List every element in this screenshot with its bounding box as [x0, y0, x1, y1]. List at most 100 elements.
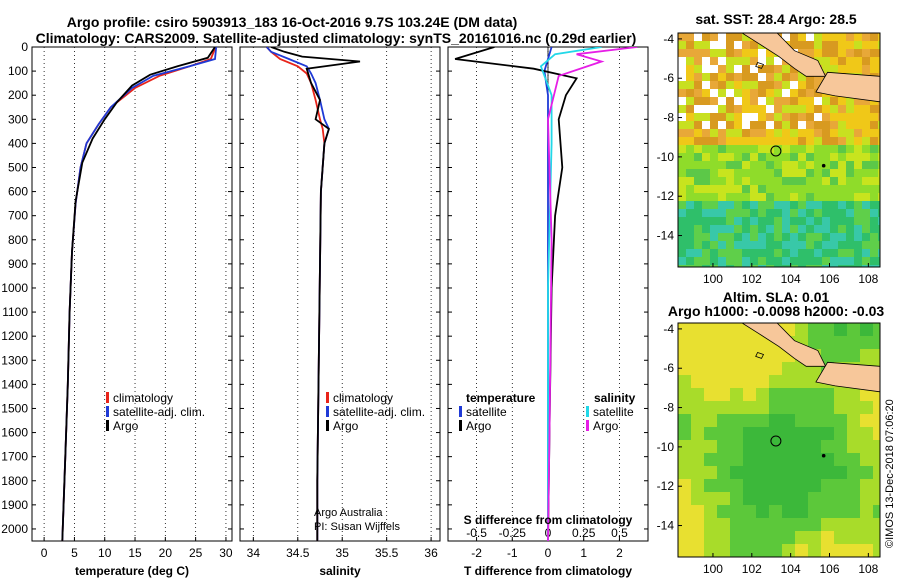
map-cell: [790, 225, 799, 234]
map-cell: [750, 257, 759, 266]
map-cell: [782, 129, 791, 138]
map-cell: [726, 233, 735, 242]
map-cell: [742, 137, 751, 146]
map-cell: [790, 185, 799, 194]
map-cell: [758, 233, 767, 242]
map-cell: [769, 466, 783, 480]
map-cell: [838, 233, 847, 242]
map-cell: [822, 265, 831, 267]
map-cell: [873, 479, 880, 493]
map-cell: [847, 518, 861, 532]
map-cell: [846, 113, 855, 122]
map-cell: [742, 113, 751, 122]
map-cell: [702, 89, 711, 98]
map-cell: [862, 233, 871, 242]
map-cell: [847, 414, 861, 428]
map-cell: [730, 492, 744, 506]
map-cell: [806, 153, 815, 162]
map-cell: [686, 193, 695, 202]
map-cell: [742, 169, 751, 178]
map-cell: [814, 33, 823, 42]
map-cell: [878, 161, 880, 170]
map-cell: [838, 161, 847, 170]
map-cell: [717, 492, 731, 506]
map-cell: [838, 241, 847, 250]
map-cell: [782, 113, 791, 122]
map-cell: [769, 440, 783, 454]
map-cell: [814, 49, 823, 58]
map-cell: [798, 33, 807, 42]
map-cell: [870, 209, 879, 218]
map-cell: [710, 225, 719, 234]
map-cell: [710, 209, 719, 218]
map-cell: [822, 177, 831, 186]
map-cell: [758, 265, 767, 267]
map-cell: [822, 121, 831, 130]
map-cell: [686, 113, 695, 122]
map-cell: [830, 177, 839, 186]
map-cell: [717, 453, 731, 467]
map-cell: [854, 201, 863, 210]
map-cell: [878, 209, 880, 218]
map-cell: [758, 169, 767, 178]
map-cell: [718, 153, 727, 162]
map-cell: [678, 323, 692, 337]
map-cell: [717, 466, 731, 480]
map-cell: [862, 161, 871, 170]
map-cell: [862, 249, 871, 258]
map-cell: [766, 257, 775, 266]
map-x-tick-label: 100: [703, 272, 723, 286]
map-cell: [782, 137, 791, 146]
map-cell: [694, 41, 703, 50]
map-cell: [742, 185, 751, 194]
map-cell: [704, 492, 718, 506]
map-cell: [742, 265, 751, 267]
map-cell: [766, 249, 775, 258]
map-cell: [678, 349, 692, 363]
legend-swatch-argo: [106, 420, 109, 431]
map-cell: [806, 201, 815, 210]
x-tick-label: 35.5: [375, 546, 399, 560]
map-cell: [774, 225, 783, 234]
map-cell: [769, 414, 783, 428]
map-cell: [691, 466, 705, 480]
map-cell: [734, 169, 743, 178]
map-cell: [862, 217, 871, 226]
map-cell: [808, 401, 822, 415]
legend-label-satellite: satellite-adj. clim.: [113, 405, 205, 419]
salinity-xlabel: salinity: [319, 564, 361, 578]
legend-swatch-t-satellite: [459, 406, 462, 417]
map-cell: [750, 49, 759, 58]
map-cell: [702, 169, 711, 178]
map-cell: [860, 544, 874, 557]
map-cell: [774, 249, 783, 258]
map-cell: [873, 427, 880, 441]
map-cell: [806, 193, 815, 202]
map-cell: [718, 241, 727, 250]
map-cell: [798, 161, 807, 170]
y-tick-label: 700: [8, 209, 28, 223]
map-cell: [846, 129, 855, 138]
map-cell: [694, 33, 703, 42]
map-cell: [790, 113, 799, 122]
map-cell: [678, 65, 687, 74]
map-cell: [834, 544, 848, 557]
map-cell: [854, 105, 863, 114]
map-cell: [717, 336, 731, 350]
map-cell: [756, 427, 770, 441]
map-cell: [822, 97, 831, 106]
map-cell: [758, 105, 767, 114]
map-cell: [691, 505, 705, 519]
map-cell: [870, 257, 879, 266]
map-cell: [846, 201, 855, 210]
map-cell: [821, 479, 835, 493]
map-cell: [702, 161, 711, 170]
map-cell: [769, 362, 783, 376]
map-cell: [766, 73, 775, 82]
map-cell: [806, 49, 815, 58]
map-cell: [726, 97, 735, 106]
map-cell: [846, 57, 855, 66]
map-cell: [878, 169, 880, 178]
map-cell: [790, 97, 799, 106]
y-tick-label: 400: [8, 136, 28, 150]
